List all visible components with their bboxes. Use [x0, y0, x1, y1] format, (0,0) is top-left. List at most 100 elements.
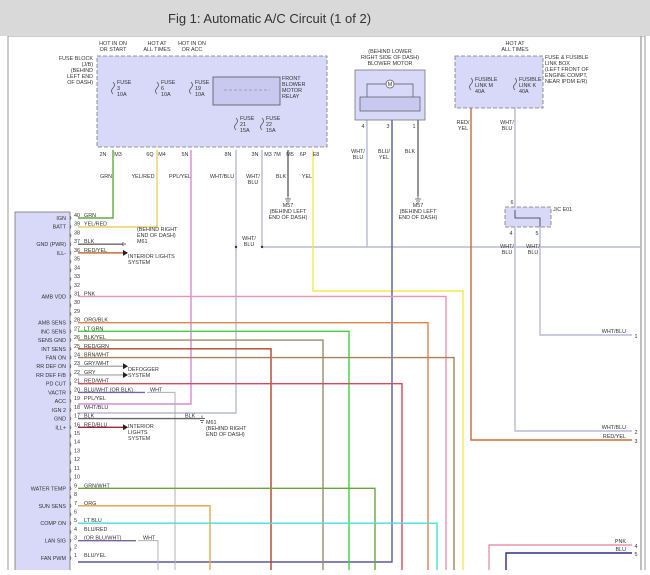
feed-label: HOT IN ON — [99, 41, 127, 47]
ecu-pin-number: 12 — [74, 457, 80, 463]
motor-symbol: M — [388, 82, 393, 88]
pin-connector-icon — [69, 390, 72, 395]
fuse-label: 22 — [266, 122, 272, 128]
m61-label: (BEHIND RIGHT — [206, 426, 247, 432]
jc-e01-label: J/C E01 — [553, 207, 572, 213]
wire-wht — [147, 391, 176, 570]
feed-label: OR ACC — [182, 47, 203, 53]
pin-connector-icon — [69, 241, 72, 247]
feed-label: ALL TIMES — [143, 47, 171, 53]
connector-label: 7M — [273, 152, 281, 158]
feed-label: HOT IN ON — [178, 41, 206, 47]
ecu-wire-label: BLU/WHT (OR BLK) — [84, 387, 133, 393]
fuse-label: 15A — [240, 128, 250, 134]
blower-motor — [354, 69, 426, 121]
defogger-label: SYSTEM — [128, 373, 151, 379]
connector-label: M5 — [286, 152, 294, 158]
ecu-pin-number: 16 — [74, 422, 80, 428]
pin-connector-icon — [69, 459, 72, 465]
pin-connector-icon — [69, 215, 72, 221]
ecu-pin-number: 25 — [74, 344, 80, 350]
fusible-link-box-label: ENGINE COMPT, — [545, 73, 588, 79]
fuse-block-label: FUSE BLOCK — [59, 56, 94, 62]
connector-label: 6P — [300, 152, 307, 158]
feed-label: ALL TIMES — [501, 47, 529, 53]
wire-label: WHT/ — [500, 244, 514, 250]
fusible-link-box-label: FUSE & FUSIBLE — [545, 55, 589, 61]
pin-connector-icon — [69, 320, 72, 325]
wire-wht-blu — [539, 227, 632, 336]
pin-connector-icon — [69, 451, 72, 456]
wire-label: GRN — [100, 174, 112, 180]
connector-label: 3N — [252, 152, 259, 158]
pin-connector-icon — [69, 224, 72, 229]
m61-label: END OF DASH) — [137, 233, 176, 239]
ecu-pin-number: 32 — [74, 283, 80, 289]
feed-label: HOT AT — [506, 41, 526, 47]
ecu-pin-name: GND — [54, 417, 66, 423]
fusible-link-label: 40A — [475, 89, 485, 95]
pin-connector-icon — [69, 302, 72, 308]
ecu-pin-name: RR DEF F/B — [36, 373, 66, 379]
wire-label: YEL — [302, 174, 312, 180]
pin-number: 5 — [536, 231, 539, 237]
ecu-pin-number: 11 — [74, 466, 80, 472]
blower-motor-label: BLOWER MOTOR — [368, 61, 413, 67]
relay-label: RELAY — [282, 94, 300, 100]
connector-label: 8N — [225, 152, 232, 158]
relay-label: FRONT — [282, 76, 301, 82]
right-connector-wire-label: RED/YEL — [603, 434, 626, 440]
pin-connector-icon — [69, 529, 72, 535]
relay-label: BLOWER — [282, 82, 305, 88]
fuse-icon — [189, 81, 193, 95]
ecu-wire-label: LT GRN — [84, 326, 103, 332]
blower-relay — [212, 76, 281, 106]
ground-m57-label: M57 — [283, 203, 294, 209]
arrow-icon — [123, 371, 128, 378]
pin-connector-icon — [69, 355, 72, 360]
motor-icon — [385, 79, 395, 89]
ground-icon — [199, 415, 205, 423]
ecu-wire-label: RED/BLU — [84, 422, 107, 428]
wire-ppl-yel — [78, 150, 192, 405]
ecu-pin-number: 1 — [74, 553, 77, 559]
fuse-label: 21 — [240, 122, 246, 128]
fusible-link-label: LINK K — [519, 83, 536, 89]
ecu-pin-number: 18 — [74, 405, 80, 411]
fuse-icon — [234, 117, 238, 131]
right-connector-wire-label: WHT/BLU — [602, 329, 626, 335]
ecu-pin-name: VACTR — [48, 390, 66, 396]
pin-connector-icon — [69, 486, 72, 491]
pin-number: 1 — [413, 124, 416, 130]
defogger-label: DEFOGGER — [128, 367, 159, 373]
junction-connector-e01 — [504, 206, 552, 228]
ecu-pin-name: INT SENS — [41, 347, 66, 353]
ecu-pin-number: 37 — [74, 239, 80, 245]
fusible-link-label: LINK M — [475, 83, 493, 89]
ecu-pin-name: FAN ON — [46, 356, 66, 362]
fuse-label: 10A — [195, 92, 205, 98]
ecu-wire-label: RED/WHT — [84, 379, 110, 385]
ground-m57-label: M57 — [413, 203, 424, 209]
wire-label: BLU — [353, 155, 364, 161]
ecu-pin-name: COMP ON — [40, 521, 66, 527]
pin-connector-icon — [69, 311, 72, 317]
fusible-link-label: 40A — [519, 89, 529, 95]
pin-number: 4 — [362, 124, 365, 130]
wire-pnk — [78, 295, 447, 570]
pin-connector-icon — [69, 520, 72, 526]
wire-label: BLU — [248, 180, 259, 186]
fuse-label: FUSE — [240, 116, 255, 122]
ecu-pin-number: 21 — [74, 379, 80, 385]
wire-label: BLK — [276, 174, 287, 180]
wire-label: BLU/ — [378, 149, 390, 155]
ecu-pin-number: 5 — [74, 518, 77, 524]
ecu-wire-label: GRY/WHT — [84, 361, 110, 367]
wire-label: BLU — [528, 250, 539, 256]
fuse-block-label: (BEHIND — [71, 68, 93, 74]
ecu-wire-label: (OR BLU/WHT) — [84, 536, 122, 542]
ecu-pin-number: 22 — [74, 370, 80, 376]
ecu-pin-number: 26 — [74, 335, 80, 341]
title-bar: Fig 1: Automatic A/C Circuit (1 of 2) — [0, 0, 650, 36]
splice-dot — [234, 245, 238, 249]
